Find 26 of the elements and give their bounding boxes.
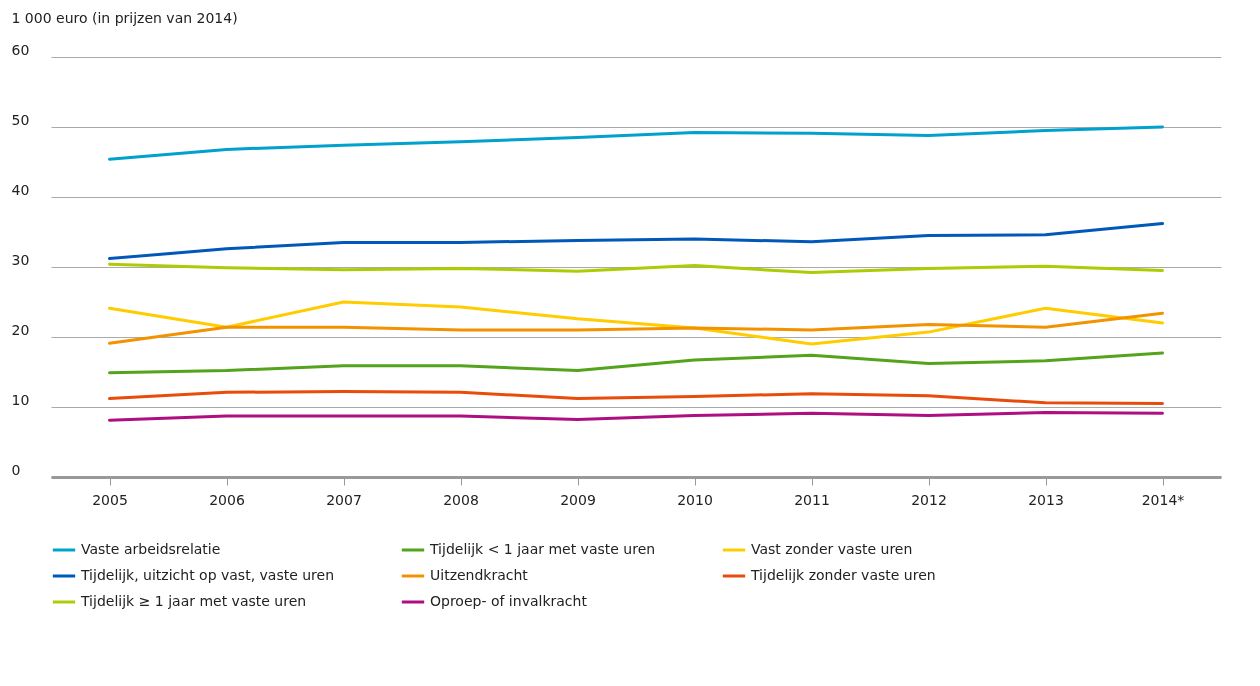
- y-axis-title: 1 000 euro (in prijzen van 2014): [11, 9, 238, 26]
- x-tick-label: 2006: [209, 491, 245, 508]
- x-tick-label: 2013: [1028, 491, 1064, 508]
- y-tick-label: 20: [11, 321, 30, 338]
- y-tick-label: 30: [11, 251, 30, 268]
- x-tick-label: 2007: [326, 491, 362, 508]
- x-tick-label: 2012: [911, 491, 947, 508]
- x-tick-label: 2009: [560, 491, 596, 508]
- x-tick-label: 2011: [794, 491, 830, 508]
- x-tick-label: 2008: [443, 491, 479, 508]
- y-tick-label: 40: [11, 181, 30, 198]
- legend-label: Tijdelijk < 1 jaar met vaste uren: [429, 541, 656, 557]
- legend-label: Vaste arbeidsrelatie: [81, 541, 221, 557]
- legend-label: Oproep- of invalkracht: [430, 593, 588, 609]
- legend-label: Tijdelijk, uitzicht op vast, vaste uren: [80, 567, 335, 583]
- legend-label: Tijdelijk zonder vaste uren: [750, 567, 936, 583]
- x-tick-label: 2005: [92, 491, 128, 508]
- x-tick-label: 2014*: [1141, 491, 1185, 508]
- y-tick-label: 0: [11, 461, 21, 478]
- x-tick-label: 2010: [677, 491, 713, 508]
- legend-label: Vast zonder vaste uren: [751, 541, 913, 557]
- legend-label: Uitzendkracht: [430, 567, 529, 583]
- legend-label: Tijdelijk ≥ 1 jaar met vaste uren: [80, 593, 307, 609]
- y-tick-label: 10: [11, 391, 30, 408]
- y-tick-label: 60: [11, 41, 30, 58]
- y-tick-label: 50: [11, 111, 30, 128]
